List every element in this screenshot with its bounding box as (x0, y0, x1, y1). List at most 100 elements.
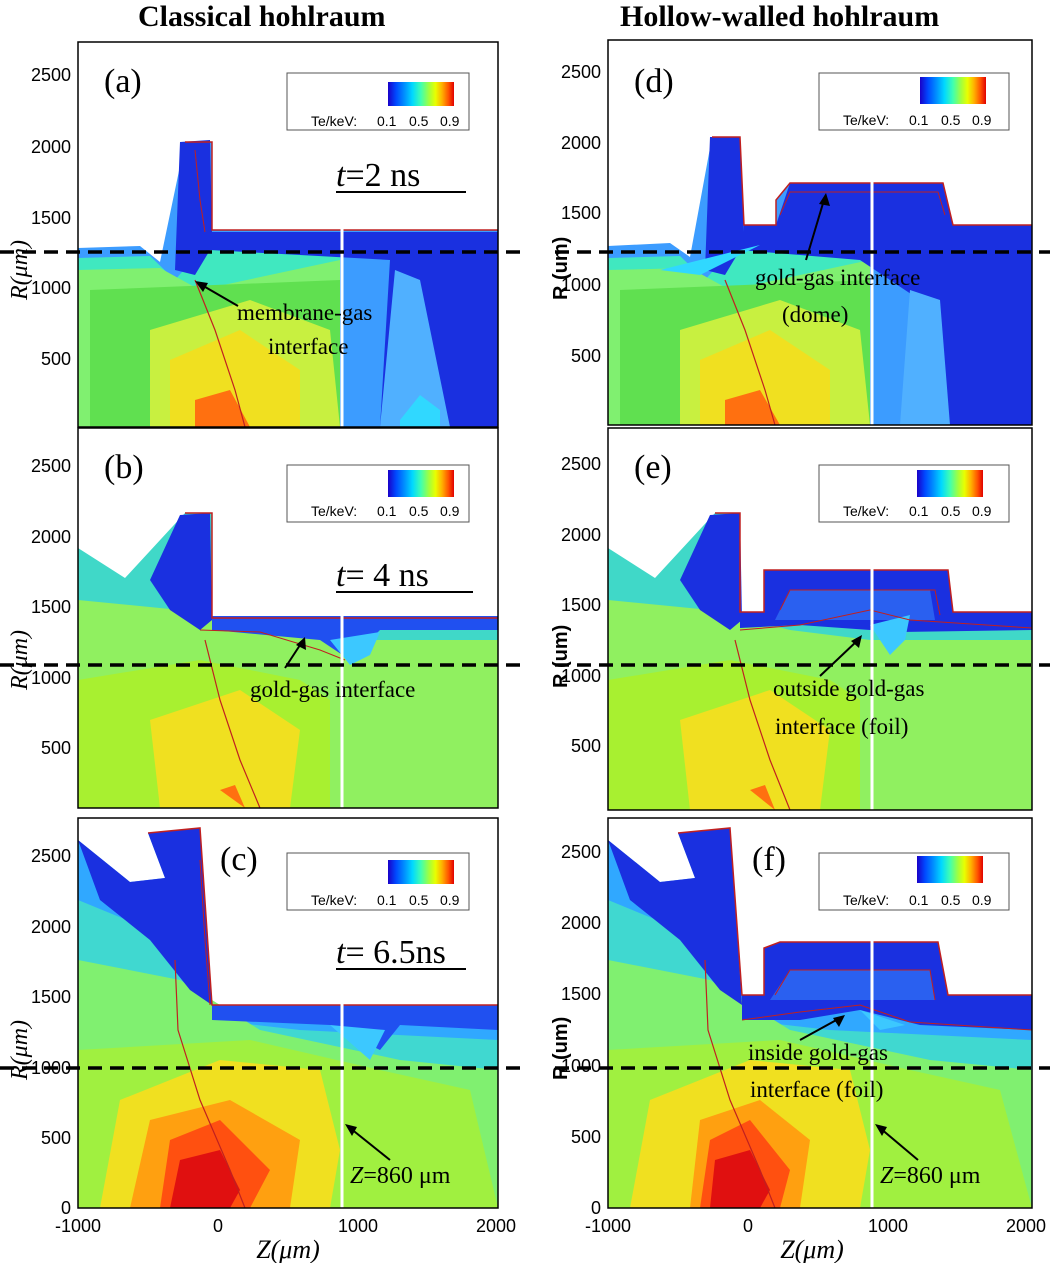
svg-text:-1000: -1000 (585, 1216, 631, 1236)
panel-e-ylabel: R (um) (550, 625, 572, 688)
panel-f: (f) inside gold-gas interface (foil) Z=8… (550, 817, 1050, 1263)
svg-text:1500: 1500 (561, 595, 601, 615)
panel-f-arrow-2 (879, 1127, 919, 1161)
panel-e-arrow (819, 639, 859, 677)
classical-hohlraum-title: Classical hohlraum (138, 0, 386, 33)
svg-text:2000: 2000 (476, 1216, 516, 1236)
panel-e-label-1: outside gold-gas (773, 676, 924, 701)
panel-a-arrowhead (195, 281, 208, 292)
svg-text:500: 500 (41, 349, 71, 369)
svg-text:0.1: 0.1 (377, 892, 397, 908)
panel-f-xaxis: -1000 0 1000 2000 (585, 1216, 1046, 1236)
panel-d-tag: (d) (634, 63, 674, 100)
svg-text:Te/keV:: Te/keV: (843, 503, 889, 519)
panel-a-label-1: membrane-gas (237, 300, 372, 325)
panel-f-label-1: inside gold-gas (748, 1040, 888, 1065)
svg-text:2500: 2500 (561, 842, 601, 862)
svg-text:2500: 2500 (31, 65, 71, 85)
panel-a-time: t=2 ns (336, 157, 420, 194)
panel-c-tag: (c) (220, 841, 258, 878)
panel-a: (a) t=2 ns membrane-gas interface Te/keV… (0, 41, 525, 428)
panel-a-ylabel: R(μm) (7, 240, 33, 301)
svg-text:-1000: -1000 (55, 1216, 101, 1236)
svg-text:Te/keV:: Te/keV: (311, 503, 357, 519)
panel-b: (b) t= 4 ns gold-gas interface Te/keV: 0… (0, 427, 525, 809)
panel-d-arrowhead (819, 193, 830, 206)
panel-e-label-2: interface (foil) (775, 714, 908, 739)
panel-f-z-marker: Z=860 μm (880, 1163, 981, 1189)
svg-text:2500: 2500 (561, 454, 601, 474)
panel-a-label-2: interface (268, 334, 348, 359)
panel-c-arrow (349, 1127, 391, 1161)
panel-c-frame (77, 817, 499, 1209)
panel-e-field (608, 428, 1032, 810)
panel-f-arrow (799, 1017, 841, 1041)
svg-text:2000: 2000 (1006, 1216, 1046, 1236)
panel-f-xlabel: Z(μm) (780, 1235, 844, 1263)
svg-text:1500: 1500 (31, 208, 71, 228)
panel-f-arrowhead-2 (875, 1124, 887, 1136)
svg-text:2500: 2500 (31, 456, 71, 476)
panel-f-yaxis: 2500 2000 1500 1000 500 0 (561, 842, 601, 1218)
svg-text:2000: 2000 (561, 525, 601, 545)
panel-f-colorbar: Te/keV: 0.1 0.5 0.9 (818, 852, 1010, 911)
svg-text:0.1: 0.1 (377, 503, 397, 519)
svg-text:0.5: 0.5 (941, 892, 961, 908)
svg-text:Te/keV:: Te/keV: (843, 112, 889, 128)
panel-d-colorbar: Te/keV: 0.1 0.5 0.9 (818, 72, 1010, 131)
svg-text:1000: 1000 (868, 1216, 908, 1236)
svg-text:500: 500 (571, 736, 601, 756)
svg-text:2000: 2000 (31, 917, 71, 937)
panel-d-yaxis: 2500 2000 1500 1000 500 (561, 62, 601, 366)
svg-text:0.1: 0.1 (909, 892, 929, 908)
svg-text:1000: 1000 (561, 275, 601, 295)
panel-b-label-1: gold-gas interface (250, 677, 415, 702)
panel-b-frame (77, 427, 499, 809)
svg-text:0: 0 (743, 1216, 753, 1236)
svg-text:0.9: 0.9 (440, 892, 460, 908)
panel-c-xlabel: Z(μm) (256, 1235, 320, 1263)
panel-c-ylabel: R(μm) (7, 1020, 33, 1081)
panel-c-yaxis: 2500 2000 1500 1000 500 0 (31, 846, 71, 1218)
svg-text:0.9: 0.9 (972, 503, 992, 519)
svg-text:2000: 2000 (561, 133, 601, 153)
svg-text:2500: 2500 (561, 62, 601, 82)
panel-f-ylabel: R (um) (550, 1017, 572, 1080)
panel-b-ylabel: R(μm) (7, 630, 33, 691)
svg-text:Te/keV:: Te/keV: (843, 892, 889, 908)
svg-text:0.9: 0.9 (972, 112, 992, 128)
svg-text:1000: 1000 (561, 666, 601, 686)
svg-text:0: 0 (61, 1198, 71, 1218)
panel-e-frame (607, 427, 1033, 811)
panel-c-xaxis: -1000 0 1000 2000 (55, 1216, 516, 1236)
svg-text:500: 500 (571, 346, 601, 366)
panel-a-colorbar: Te/keV: 0.1 0.5 0.9 (286, 72, 470, 131)
svg-text:Te/keV:: Te/keV: (311, 113, 357, 129)
svg-text:1500: 1500 (31, 987, 71, 1007)
svg-text:0.1: 0.1 (909, 503, 929, 519)
panel-f-frame (607, 817, 1033, 1209)
svg-text:500: 500 (41, 1128, 71, 1148)
hollow-walled-hohlraum-title: Hollow-walled hohlraum (620, 0, 940, 33)
panel-c-time: t= 6.5ns (336, 934, 446, 971)
panel-e-yaxis: 2500 2000 1500 1000 500 (561, 454, 601, 756)
panel-d-frame (607, 39, 1033, 426)
svg-text:2000: 2000 (31, 137, 71, 157)
panel-c-arrowhead (345, 1124, 357, 1136)
svg-text:1500: 1500 (31, 597, 71, 617)
svg-text:500: 500 (41, 738, 71, 758)
panel-a-frame (77, 41, 499, 428)
svg-text:0.5: 0.5 (409, 113, 429, 129)
panel-b-time: t= 4 ns (336, 557, 429, 594)
svg-text:0.1: 0.1 (909, 112, 929, 128)
svg-text:0.5: 0.5 (409, 503, 429, 519)
svg-text:1000: 1000 (31, 278, 71, 298)
svg-text:2000: 2000 (561, 913, 601, 933)
svg-text:0.5: 0.5 (941, 112, 961, 128)
panel-f-arrowhead (833, 1015, 845, 1027)
svg-text:0.9: 0.9 (440, 503, 460, 519)
panel-f-tag: (f) (752, 841, 786, 878)
panel-a-tag: (a) (104, 63, 142, 100)
panel-c: (c) t= 6.5ns Z=860 μm Te/keV: 0.1 0.5 0.… (0, 817, 525, 1263)
panel-c-colorbar: Te/keV: 0.1 0.5 0.9 (286, 852, 470, 911)
